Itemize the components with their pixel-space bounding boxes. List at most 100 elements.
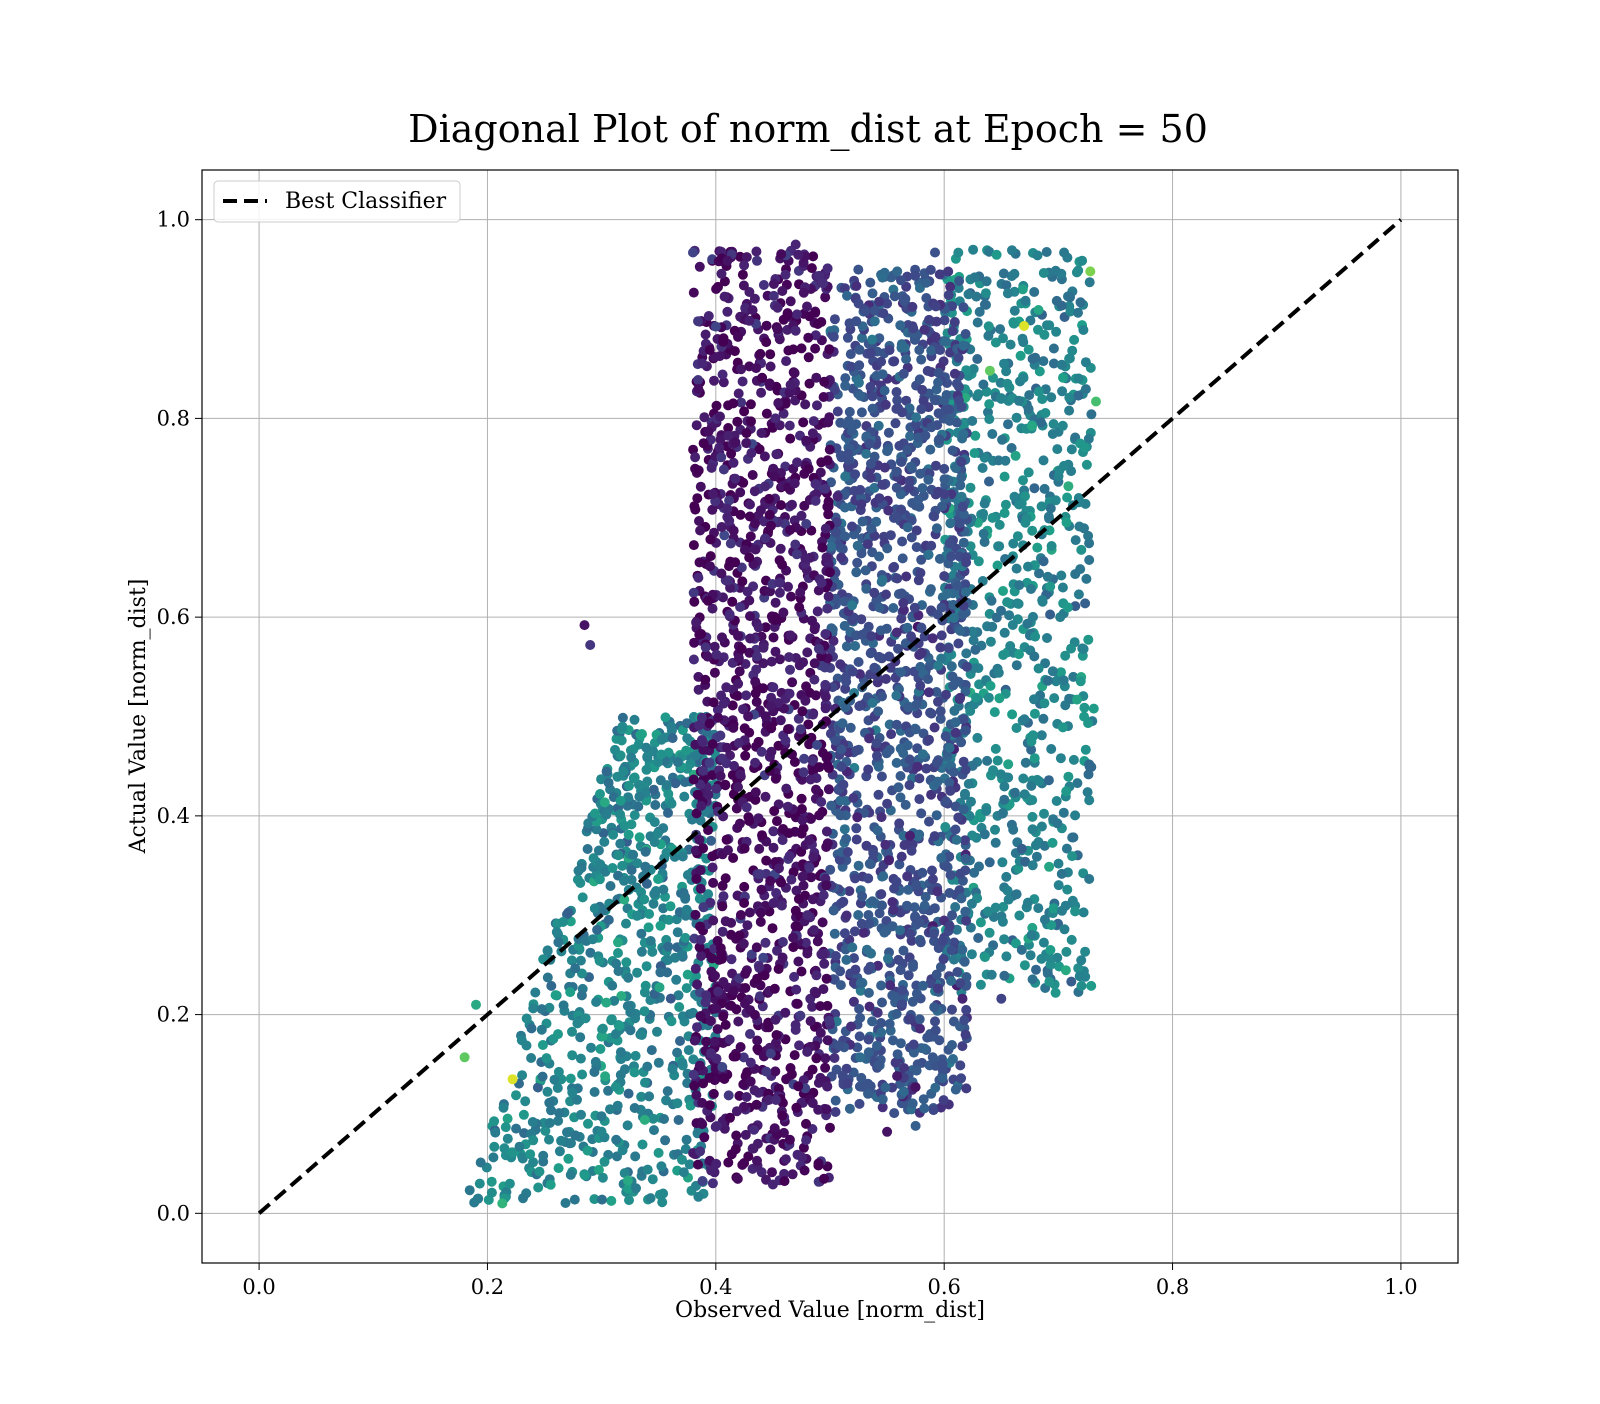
scatter-point <box>464 1185 475 1196</box>
scatter-point <box>869 587 880 598</box>
scatter-point <box>708 877 719 888</box>
scatter-point <box>693 465 704 476</box>
scatter-point <box>857 516 868 527</box>
scatter-point <box>688 1007 698 1018</box>
scatter-point <box>835 966 846 977</box>
scatter-point <box>1048 343 1059 354</box>
scatter-point <box>984 927 995 938</box>
scatter-point <box>1001 951 1012 962</box>
scatter-point <box>694 834 705 845</box>
scatter-point <box>711 783 722 794</box>
scatter-point <box>853 264 864 275</box>
scatter-point <box>880 839 891 850</box>
scatter-point <box>1002 597 1013 608</box>
scatter-point <box>695 1146 706 1157</box>
scatter-point <box>842 290 852 301</box>
legend-box <box>213 180 461 223</box>
scatter-point <box>788 942 799 953</box>
scatter-point <box>820 483 831 494</box>
scatter-point <box>822 1000 833 1011</box>
scatter-point <box>768 842 779 853</box>
scatter-point <box>864 733 875 744</box>
scatter-point <box>978 528 989 539</box>
scatter-point <box>636 1091 647 1102</box>
scatter-point <box>930 395 941 406</box>
scatter-point <box>896 588 907 599</box>
scatter-point <box>655 920 666 931</box>
scatter-point <box>633 801 644 812</box>
scatter-point <box>778 408 789 419</box>
scatter-point <box>882 1126 893 1137</box>
scatter-point <box>1011 723 1022 733</box>
scatter-point <box>1064 392 1075 403</box>
scatter-point <box>630 1151 641 1162</box>
scatter-point <box>735 487 746 498</box>
scatter-point <box>693 384 704 394</box>
scatter-point <box>641 764 652 775</box>
scatter-point <box>940 336 951 347</box>
scatter-point <box>486 1187 497 1198</box>
scatter-point <box>883 505 894 516</box>
scatter-point <box>851 823 862 834</box>
scatter-point <box>937 1073 948 1084</box>
scatter-point <box>904 780 915 791</box>
scatter-point <box>899 296 910 307</box>
scatter-point <box>894 818 905 829</box>
scatter-point <box>1015 350 1026 361</box>
scatter-point <box>732 890 743 901</box>
scatter-point <box>966 949 977 960</box>
scatter-point <box>902 622 913 633</box>
scatter-point <box>885 980 896 991</box>
scatter-point <box>718 333 729 344</box>
scatter-point <box>919 900 930 911</box>
scatter-point <box>648 898 659 909</box>
scatter-point <box>958 428 969 439</box>
scatter-point <box>735 769 746 780</box>
scatter-point <box>1066 643 1076 654</box>
scatter-point <box>810 495 821 506</box>
scatter-point <box>932 776 943 787</box>
scatter-point <box>690 963 701 974</box>
scatter-point <box>777 835 788 846</box>
scatter-point <box>815 1027 826 1038</box>
scatter-point <box>1018 372 1029 383</box>
scatter-point <box>677 1154 687 1165</box>
scatter-point <box>733 653 744 664</box>
scatter-point <box>789 757 800 767</box>
scatter-point <box>961 557 972 568</box>
scatter-point <box>1057 420 1068 431</box>
scatter-point <box>600 1071 611 1082</box>
scatter-point <box>1084 759 1095 770</box>
scatter-point <box>961 972 972 982</box>
scatter-point <box>933 435 944 446</box>
scatter-point <box>960 764 971 775</box>
scatter-point <box>1055 753 1066 764</box>
scatter-point <box>792 1149 803 1160</box>
scatter-point <box>999 508 1010 519</box>
scatter-point <box>847 521 857 532</box>
scatter-point <box>847 600 858 611</box>
scatter-point <box>958 756 969 767</box>
scatter-point <box>979 299 990 310</box>
scatter-point <box>926 422 937 433</box>
scatter-point <box>943 290 954 301</box>
scatter-point <box>726 448 737 459</box>
scatter-point <box>987 429 998 439</box>
scatter-point <box>854 344 865 355</box>
scatter-point <box>1057 722 1068 733</box>
scatter-point <box>744 647 755 658</box>
scatter-point <box>700 642 711 653</box>
scatter-point <box>925 264 936 275</box>
scatter-point <box>936 630 947 641</box>
scatter-point <box>1070 569 1081 580</box>
scatter-point <box>841 672 851 683</box>
scatter-point <box>554 1146 565 1157</box>
scatter-point <box>999 781 1010 792</box>
scatter-point <box>1068 754 1079 765</box>
scatter-point <box>749 1009 760 1020</box>
scatter-point <box>863 987 874 998</box>
scatter-point <box>938 1095 949 1106</box>
scatter-point <box>563 1153 574 1164</box>
scatter-point <box>544 1097 555 1108</box>
scatter-point <box>1019 714 1030 725</box>
